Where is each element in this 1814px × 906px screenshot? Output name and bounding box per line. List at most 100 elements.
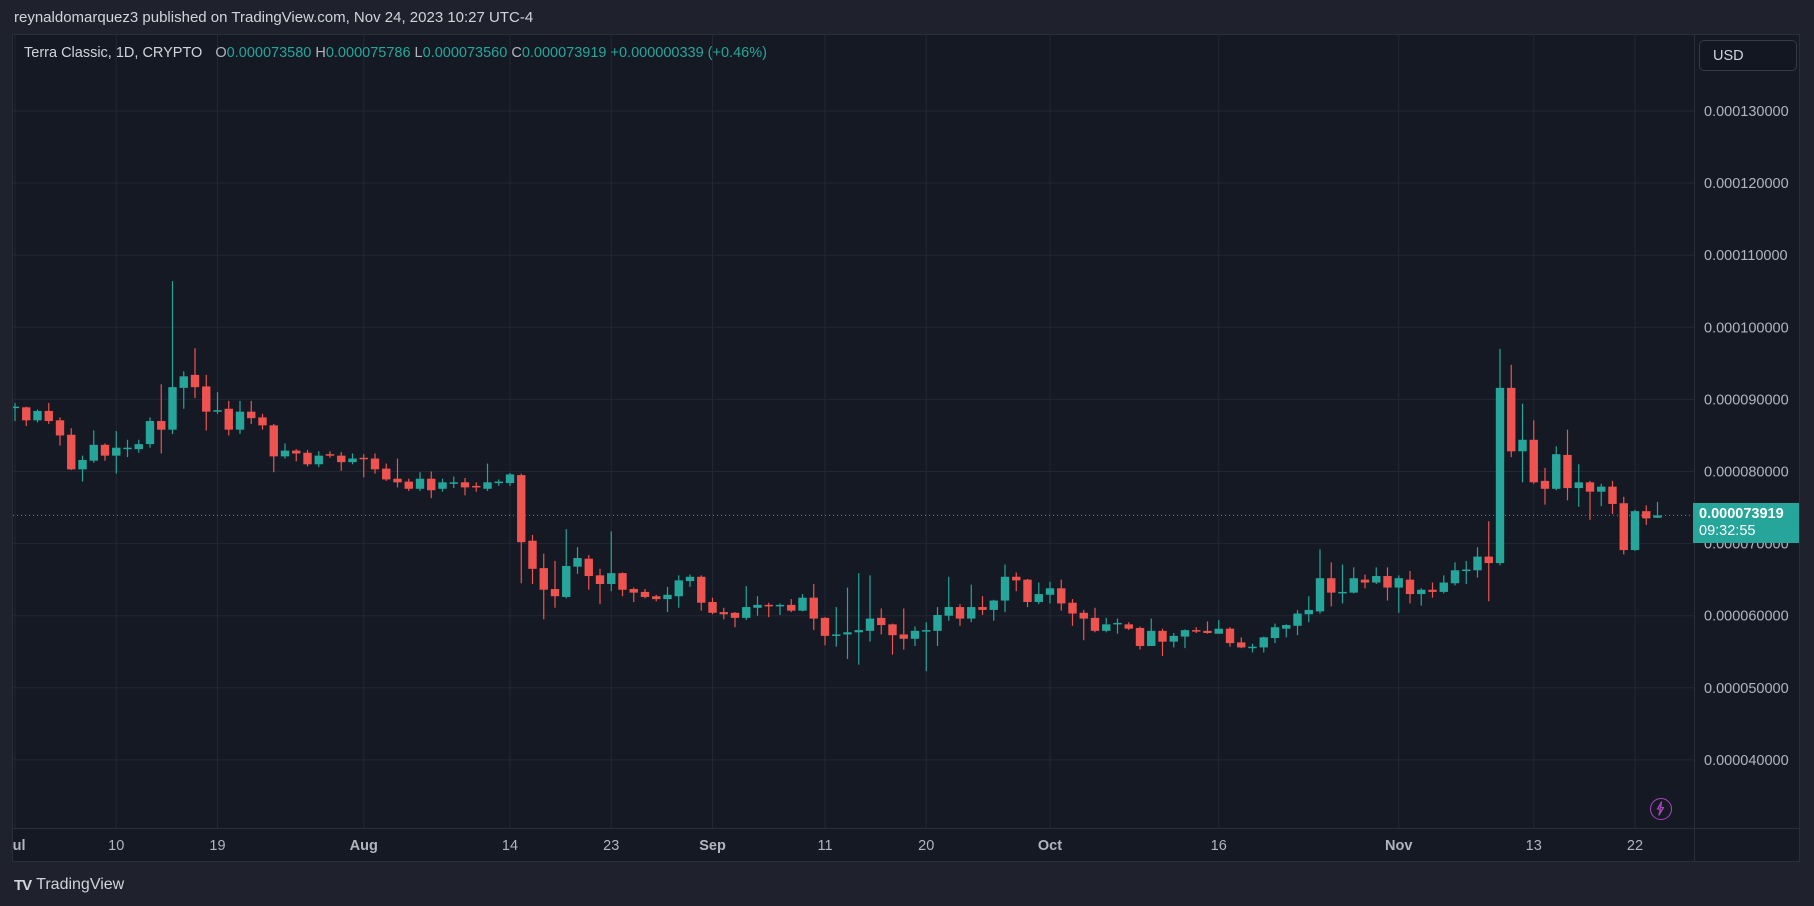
candle-up [415,478,425,489]
price-tick-label: 0.000110000 [1704,248,1788,264]
candle-up [78,459,87,470]
candle-up [1495,387,1505,564]
candle-up [1248,646,1257,649]
candle-down [44,410,53,422]
time-tick-label: 22 [1627,838,1643,854]
candle-down [393,478,402,483]
candle-down [67,434,76,470]
candle-down [820,617,830,636]
candle-down [1642,511,1651,519]
time-tick-label: 20 [918,838,934,854]
candle-down [337,455,346,463]
candle-up [607,573,616,584]
time-tick-label: Sep [699,838,726,854]
candle-up [798,597,807,611]
candle-up [1349,578,1358,593]
price-tick-label: 0.000120000 [1704,176,1789,192]
candle-down [202,386,211,412]
candle-up [1270,627,1280,639]
candle-down [1484,556,1493,564]
candle-down [190,374,200,388]
candle-down [1619,503,1628,551]
high-value: 0.000075786 [325,45,411,61]
candle-up [967,607,976,619]
candle-up [145,421,155,445]
lightning-bolt-icon[interactable] [1650,798,1672,820]
candle-down [1405,579,1415,595]
candle-down [809,597,818,619]
candle-up [123,447,132,450]
price-tick-label: 0.000040000 [1704,753,1789,769]
candle-down [382,468,391,480]
candle-down [787,604,796,611]
candle-down [1563,454,1572,489]
candle-down [1608,486,1617,504]
candle-down [404,481,413,489]
candle-down [1079,612,1088,619]
low-value: 0.000073560 [422,45,508,61]
candle-down [978,607,987,610]
candle-down [1529,439,1538,483]
candle-up [1372,576,1381,583]
price-tick-label: 0.000080000 [1704,465,1789,481]
candle-up [1113,622,1122,625]
candle-down [1383,576,1392,588]
candle-down [1158,630,1167,642]
candle-down [1428,589,1437,592]
candle-down [719,612,728,615]
last-price-badge: 0.000073919 09:32:55 [1693,503,1799,543]
candle-down [22,407,31,421]
candle-up [1552,454,1561,489]
candle-up [1282,625,1291,629]
candle-up [168,387,177,430]
candle-down [247,411,256,419]
candle-down [708,602,717,613]
candle-down [1237,642,1246,648]
candle-up [505,474,515,484]
candle-up [134,444,143,450]
candle-up [314,455,323,465]
candle-up [1439,582,1448,592]
candle-up [674,580,683,597]
time-tick-label: 23 [603,838,619,854]
candle-up [1293,613,1302,626]
price-tick-label: 0.000050000 [1704,681,1789,697]
candle-up [1180,630,1190,637]
candle-up [1214,628,1223,634]
change-value: +0.000000339 (+0.46%) [610,45,767,61]
candle-up [843,632,852,635]
brand-name: TradingView [36,876,125,893]
candle-up [1518,439,1527,452]
candle-up [933,614,942,631]
candle-down [584,558,593,577]
candle-down [1327,578,1336,593]
candle-down [1090,617,1100,631]
candle-down [224,408,233,430]
candle-up [1102,624,1111,631]
chart-pane[interactable]: 0.000130000 0.000120000 0.000110000 0.00010… [12,34,1800,862]
candlestick-chart[interactable]: 0.000130000 0.000120000 0.000110000 0.00010… [13,35,1800,862]
candle-down [730,612,740,618]
publisher-caption: reynaldomarquez3 published on TradingVie… [14,9,534,26]
candle-down [460,482,470,488]
candle-up [989,600,998,610]
candle-up [1338,591,1347,594]
currency-button[interactable]: USD [1699,40,1797,71]
candle-down [1203,630,1212,634]
footer-brand[interactable]: TV TradingView [14,876,124,894]
candle-down [1540,480,1550,489]
price-tick-label: 0.000100000 [1704,320,1789,336]
candle-down [157,421,166,430]
candle-up [1034,594,1043,603]
time-tick-label: 14 [502,838,518,854]
candle-up [573,558,582,567]
candle-down [325,454,335,456]
candle-up [438,482,447,489]
candle-down [55,420,65,436]
candle-down [1057,588,1066,604]
candle-down [618,573,627,590]
candle-up [1169,635,1178,642]
candle-down [1012,576,1021,581]
candle-up [483,482,492,489]
time-tick-label: Nov [1385,838,1412,854]
